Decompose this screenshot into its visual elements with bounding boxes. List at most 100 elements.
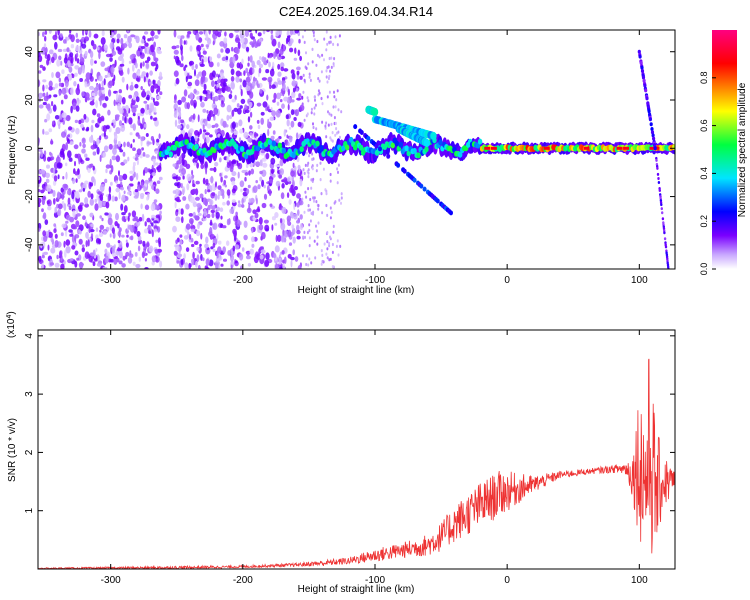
y-tick-label: 0 <box>24 145 35 151</box>
spectrogram-cell <box>150 136 154 141</box>
spectrogram-cell <box>215 211 220 219</box>
spectrogram-cell <box>104 255 109 264</box>
spectrogram-cell <box>78 119 82 125</box>
spectrogram-cell <box>96 46 100 51</box>
spectrogram-cell <box>192 113 196 120</box>
spectrogram-cell <box>330 210 333 214</box>
spectrogram-cell <box>283 44 286 52</box>
spectrogram-cell <box>192 251 195 259</box>
spectrogram-cell <box>311 47 314 52</box>
spectrogram-cell <box>176 59 181 66</box>
spectrogram-cell <box>203 30 206 35</box>
spectrogram-cell <box>278 174 283 179</box>
spectrogram-cell <box>310 186 313 190</box>
spectrogram-cell <box>84 203 89 208</box>
band-cell <box>299 146 304 153</box>
spectrogram-cell <box>38 79 41 88</box>
spectrogram-cell <box>70 258 74 262</box>
spectrogram-cell <box>320 192 323 196</box>
spectrogram-cell <box>306 96 309 100</box>
spectrogram-cell <box>44 30 48 35</box>
spectrogram-cell <box>116 183 121 188</box>
spectrogram-cell <box>197 137 200 142</box>
spectrogram-cell <box>183 66 186 72</box>
spectrogram-cell <box>150 96 154 100</box>
spectrogram-cell <box>180 44 183 51</box>
band-cell <box>166 145 171 152</box>
spectrogram-cell <box>62 48 68 53</box>
spectrogram-cell <box>231 192 236 196</box>
spectrogram-cell <box>134 216 138 220</box>
spectrogram-cell <box>328 241 331 246</box>
spectrogram-cell <box>279 251 282 256</box>
spectrogram-cell <box>74 161 76 167</box>
spectrogram-cell <box>136 148 142 156</box>
band-cell <box>271 140 277 147</box>
spectrogram-cell <box>295 87 299 92</box>
spectrogram-cell <box>100 115 105 122</box>
spectrogram-cell <box>296 220 300 224</box>
spectrogram-cell <box>319 178 322 182</box>
snr-multiplier-exp: 4 <box>6 315 13 319</box>
spectrogram-cell <box>275 109 281 118</box>
spectrogram-cell <box>307 208 310 212</box>
spectrogram-cell <box>77 67 82 75</box>
spectrogram-cell <box>197 222 200 230</box>
spectrogram-cell <box>47 244 50 251</box>
spectrogram-cell <box>211 192 216 197</box>
spectrogram-cell <box>138 256 141 262</box>
track-cell <box>650 127 654 131</box>
spectrogram-cell <box>159 71 163 78</box>
spectrogram-cell <box>244 176 247 182</box>
spectrogram-cell <box>61 112 67 119</box>
spectrogram-cell <box>88 136 94 143</box>
track-cell <box>449 210 453 216</box>
spectrogram-cell <box>109 158 112 167</box>
spectrogram-cell <box>172 225 177 233</box>
spectrogram-cell <box>299 104 305 112</box>
spectrogram-cell <box>333 116 336 120</box>
spectrogram-cell <box>69 30 72 34</box>
spectrogram-cell <box>127 184 131 192</box>
spectrogram-cell <box>268 61 271 68</box>
spectrogram-cell <box>183 253 186 260</box>
spectrogram-cell <box>277 41 281 49</box>
spectrogram-cell <box>332 105 335 109</box>
spectrogram-cell <box>119 63 125 67</box>
spectrogram-cell <box>232 56 236 64</box>
spectrogram-cell <box>119 108 124 115</box>
spectrogram-cell <box>234 221 238 226</box>
spectrogram-cell <box>48 80 53 88</box>
spectrogram-cell <box>310 211 313 215</box>
spectrogram-cell <box>281 183 285 189</box>
spectrogram-cell <box>308 223 311 227</box>
spectrogram-cell <box>275 263 279 269</box>
spectrogram-cell <box>131 210 137 218</box>
spectrogram-cell <box>89 97 94 101</box>
spectrogram-cell <box>242 80 247 88</box>
spectrogram-cell <box>137 70 140 77</box>
spectrogram-cell <box>117 230 122 237</box>
spectrogram-cell <box>216 233 219 241</box>
spectrogram-cell <box>283 230 289 238</box>
spectrogram-cell <box>332 230 335 234</box>
spectrogram-cell <box>65 229 68 237</box>
spectrogram-cell <box>245 76 251 83</box>
spectrogram-cell <box>51 156 55 160</box>
spectrogram-cell <box>60 232 64 237</box>
spectrogram-cell <box>178 111 182 118</box>
spectrogram-cell <box>255 161 261 167</box>
spectrogram-cell <box>232 245 236 252</box>
spectrogram-cell <box>128 60 132 64</box>
band-cell <box>281 147 286 154</box>
spectrogram-cell <box>193 240 199 245</box>
spectrogram-cell <box>284 256 287 264</box>
x-tick-label: 100 <box>631 275 648 286</box>
spectrogram-cell <box>81 148 86 154</box>
spectrogram-cell <box>195 196 200 201</box>
spectrogram-cell <box>329 235 331 239</box>
snr-x-tick-label: -100 <box>365 575 385 586</box>
spectrogram-cell <box>60 99 64 105</box>
spectrogram-cell <box>279 218 283 224</box>
spectrogram-cell <box>186 33 190 38</box>
